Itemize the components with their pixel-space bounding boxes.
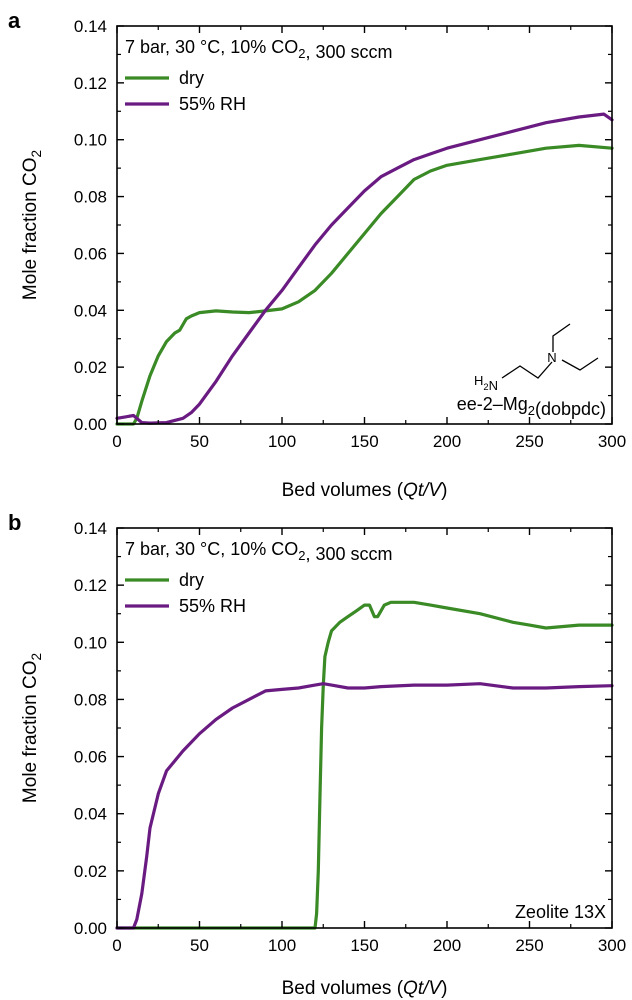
x-tick-label: 100 xyxy=(268,432,296,451)
x-axis-label-part: Qt/V xyxy=(403,978,443,999)
legend-entry: 55% RH xyxy=(179,596,246,616)
structure-bond xyxy=(501,361,553,379)
structure-amine-label: H2N xyxy=(474,373,498,393)
conditions-annotation-part: , 300 sccm xyxy=(306,42,393,62)
conditions-annotation-subscript: 2 xyxy=(298,46,305,61)
y-tick-label: 0.00 xyxy=(74,919,107,938)
x-axis-label-part: ) xyxy=(441,978,447,999)
structure-bond xyxy=(561,357,599,371)
material-label-subscript: 2 xyxy=(528,403,535,418)
panel-letter: b xyxy=(8,510,21,535)
material-label: ee-2–Mg2(dobpdc) xyxy=(457,394,606,419)
y-tick-label: 0.04 xyxy=(74,301,107,320)
x-axis-label-part: ) xyxy=(441,480,447,501)
y-tick-label: 0.06 xyxy=(74,748,107,767)
series-line-rh xyxy=(115,682,614,930)
y-tick-label: 0.10 xyxy=(74,633,107,652)
y-tick-label: 0.12 xyxy=(74,576,107,595)
x-tick-label: 50 xyxy=(190,432,209,451)
y-tick-label: 0.14 xyxy=(74,519,107,538)
chart-panel-a: a 0 50 100 150 200 250 300 0.00 0.02 0.04 0.06 0.08 0… xyxy=(8,8,626,501)
series-line-dry xyxy=(115,600,614,930)
x-tick-label: 300 xyxy=(598,432,626,451)
panel-letter: a xyxy=(8,8,21,33)
x-tick-label: 150 xyxy=(350,432,378,451)
x-axis-label-part: Qt/V xyxy=(403,480,443,501)
x-axis-label: Bed volumes (Qt/V) xyxy=(282,480,448,501)
y-tick-label: 0.06 xyxy=(74,244,107,263)
series-line-dry xyxy=(115,143,614,426)
y-tick-label: 0.02 xyxy=(74,358,107,377)
material-label: Zeolite 13X xyxy=(515,902,606,922)
y-axis-label-subscript: 2 xyxy=(29,150,44,158)
y-tick-label: 0.10 xyxy=(74,131,107,150)
x-tick-label: 100 xyxy=(268,936,296,955)
y-axis-label: Mole fraction CO2 xyxy=(20,653,44,803)
chart-panel-b: b 0 50 100 150 200 250 300 0.00 0.02 0.04 0.06 0.08 0… xyxy=(8,510,626,999)
x-tick-label: 0 xyxy=(112,432,121,451)
series-line-rh xyxy=(115,112,614,425)
y-tick-label: 0.08 xyxy=(74,690,107,709)
y-tick-label: 0.04 xyxy=(74,805,107,824)
structure-amine-label-part: N xyxy=(489,378,498,393)
x-tick-label: 200 xyxy=(433,936,461,955)
y-tick-label: 0.14 xyxy=(74,17,107,36)
x-tick-label: 250 xyxy=(515,936,543,955)
x-tick-label: 200 xyxy=(433,432,461,451)
material-label-part: ee-2–Mg xyxy=(457,394,528,414)
y-tick-label: 0.02 xyxy=(74,862,107,881)
x-tick-label: 300 xyxy=(598,936,626,955)
y-axis-label-part: Mole fraction CO xyxy=(20,661,41,804)
x-axis-label-part: Bed volumes ( xyxy=(282,978,404,999)
y-axis-label-subscript: 2 xyxy=(29,653,44,661)
conditions-annotation-part: , 300 sccm xyxy=(306,544,393,564)
structure-amine-label-part: H xyxy=(474,373,483,388)
legend-entry: 55% RH xyxy=(179,94,246,114)
y-tick-label: 0.00 xyxy=(74,415,107,434)
legend-entry: dry xyxy=(179,570,204,590)
x-tick-label: 0 xyxy=(112,936,121,955)
structure-n-label: N xyxy=(547,350,556,365)
conditions-annotation: 7 bar, 30 °C, 10% CO2, 300 sccm xyxy=(125,37,393,62)
structure-bond xyxy=(552,323,571,352)
conditions-annotation: 7 bar, 30 °C, 10% CO2, 300 sccm xyxy=(125,539,393,564)
y-axis-label: Mole fraction CO2 xyxy=(20,150,44,300)
x-tick-label: 50 xyxy=(190,936,209,955)
x-axis-label: Bed volumes (Qt/V) xyxy=(282,978,448,999)
x-axis-label-part: Bed volumes ( xyxy=(282,480,404,501)
x-tick-label: 150 xyxy=(350,936,378,955)
conditions-annotation-part: 7 bar, 30 °C, 10% CO xyxy=(125,37,298,57)
y-axis-label-part: Mole fraction CO xyxy=(20,158,41,301)
structure-amine-label-subscript: 2 xyxy=(483,382,488,392)
conditions-annotation-part: 7 bar, 30 °C, 10% CO xyxy=(125,539,298,559)
x-tick-label: 250 xyxy=(515,432,543,451)
material-label-part: (dobpdc) xyxy=(535,399,606,419)
y-tick-label: 0.12 xyxy=(74,74,107,93)
y-tick-label: 0.08 xyxy=(74,188,107,207)
conditions-annotation-subscript: 2 xyxy=(298,548,305,563)
legend-entry: dry xyxy=(179,68,204,88)
